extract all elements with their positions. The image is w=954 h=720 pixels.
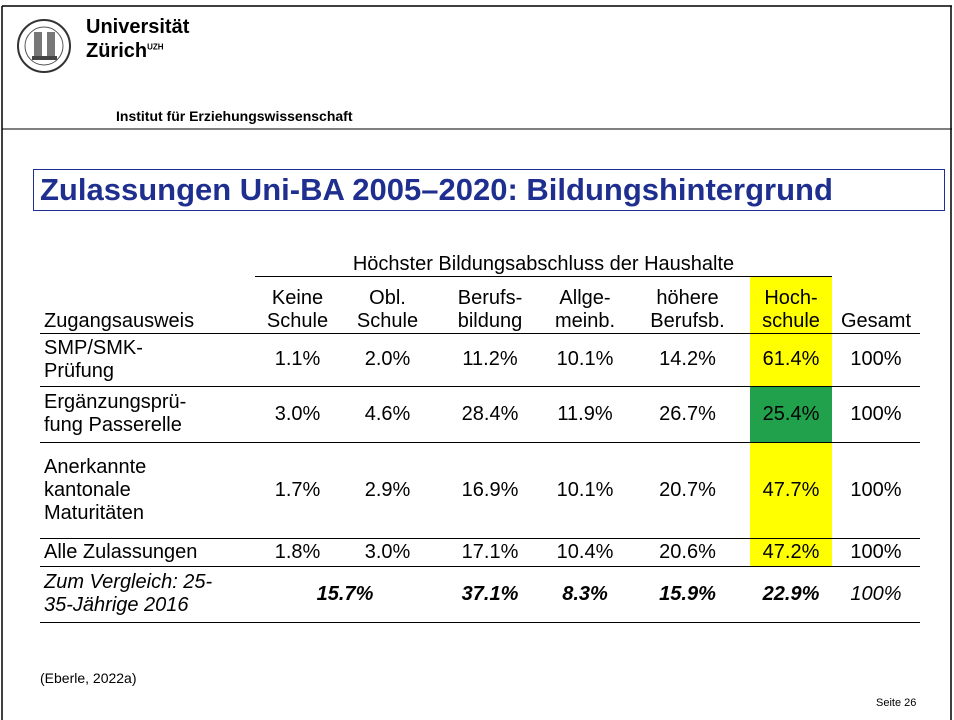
table-row: Zum Vergleich: 25- 35-Jährige 2016 15.7% 3…: [40, 566, 920, 623]
table-cell: 47.2%: [750, 538, 832, 567]
column-header: Allge- meinb.: [545, 276, 625, 334]
table-cell: 100%: [832, 386, 920, 443]
university-name: Universität: [86, 16, 190, 38]
table-cell: 2.0%: [340, 333, 435, 387]
column-header: Gesamt: [832, 276, 920, 334]
row-label: Ergänzungsprü- fung Passerelle: [40, 386, 255, 443]
table-row: Anerkannte kantonale Maturitäten 1.7% 2.9%…: [40, 442, 920, 539]
table-cell: 14.2%: [625, 333, 750, 387]
table-cell: 2.9%: [340, 442, 435, 539]
group-header-row: Höchster Bildungsabschluss der Haushalte: [40, 248, 920, 277]
table-cell: 10.4%: [545, 538, 625, 567]
table-row: SMP/SMK- Prüfung 1.1% 2.0% 11.2% 10.1% 14.2% 6…: [40, 333, 920, 387]
table-cell: 100%: [832, 333, 920, 387]
table-cell: 8.3%: [545, 566, 625, 623]
page-number: Seite 26: [876, 697, 917, 709]
empty-cell: [832, 248, 920, 276]
table-row: Alle Zulassungen 1.8% 3.0% 17.1% 10.4% 20.6% 4…: [40, 538, 920, 567]
empty-cell: [40, 248, 255, 276]
column-header: Berufs- bildung: [435, 276, 545, 334]
table-cell: 15.7%: [255, 566, 435, 623]
table-cell: 1.7%: [255, 442, 340, 539]
source-note: (Eberle, 2022a): [40, 670, 137, 686]
table-cell: 37.1%: [435, 566, 545, 623]
table-cell: 3.0%: [340, 538, 435, 567]
table-cell: 20.6%: [625, 538, 750, 567]
table-cell: 11.2%: [435, 333, 545, 387]
table-cell: 61.4%: [750, 333, 832, 387]
table-cell: 16.9%: [435, 442, 545, 539]
header-row: Zugangsausweis Keine Schule Obl. Schule Ber…: [40, 276, 920, 334]
city-name: ZürichUZH: [86, 40, 164, 63]
table-cell: 1.1%: [255, 333, 340, 387]
table-cell: 22.9%: [750, 566, 832, 623]
column-header: Keine Schule: [255, 276, 340, 334]
column-header: Obl. Schule: [340, 276, 435, 334]
table-cell: 100%: [832, 442, 920, 539]
row-label: Alle Zulassungen: [40, 538, 255, 567]
logo-seal: [17, 19, 71, 73]
table-cell: 20.7%: [625, 442, 750, 539]
row-label: Anerkannte kantonale Maturitäten: [40, 442, 255, 539]
table-cell: 11.9%: [545, 386, 625, 443]
table-cell: 10.1%: [545, 442, 625, 539]
column-header: Hoch- schule: [750, 276, 832, 334]
data-table: Höchster Bildungsabschluss der Haushalte…: [40, 248, 920, 623]
table-cell: 100%: [832, 538, 920, 567]
table-cell: 28.4%: [435, 386, 545, 443]
table-cell: 10.1%: [545, 333, 625, 387]
table-cell: 4.6%: [340, 386, 435, 443]
table-cell: 3.0%: [255, 386, 340, 443]
table-cell: 25.4%: [750, 386, 832, 443]
table-cell: 17.1%: [435, 538, 545, 567]
table-cell: 1.8%: [255, 538, 340, 567]
table-cell: 100%: [832, 566, 920, 623]
table-cell: 15.9%: [625, 566, 750, 623]
table-row: Ergänzungsprü- fung Passerelle 3.0% 4.6% 28…: [40, 386, 920, 443]
slide-title: Zulassungen Uni-BA 2005–2020: Bildungshi…: [33, 169, 945, 211]
row-label: Zum Vergleich: 25- 35-Jährige 2016: [40, 566, 255, 623]
column-header: Zugangsausweis: [40, 276, 255, 334]
row-label: SMP/SMK- Prüfung: [40, 333, 255, 387]
table-cell: 26.7%: [625, 386, 750, 443]
city: Zürich: [86, 40, 148, 62]
institute: Institut für Erziehungswissenschaft: [116, 108, 353, 124]
table-cell: 47.7%: [750, 442, 832, 539]
column-header: höhere Berufsb.: [625, 276, 750, 334]
group-header: Höchster Bildungsabschluss der Haushalte: [255, 248, 832, 277]
city-sup: UZH: [147, 42, 164, 52]
